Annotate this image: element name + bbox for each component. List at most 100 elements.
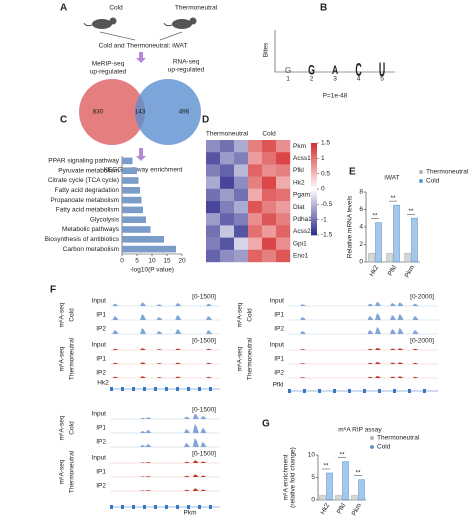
- logo-letter: G: [285, 66, 292, 75]
- x-tick-label: 10: [148, 258, 156, 265]
- x-tick-label: 0: [120, 258, 124, 265]
- arrow: [136, 52, 146, 63]
- colorbar-segment: [311, 191, 317, 194]
- track-signal: [192, 438, 199, 447]
- colorbar-segment: [311, 184, 317, 187]
- bar: [411, 217, 418, 263]
- heat-cell: [206, 237, 221, 250]
- track-signal: [175, 303, 182, 306]
- heat-cell: [262, 188, 277, 202]
- panel-letter: G: [262, 419, 270, 430]
- group-label: Thermoneutral: [69, 337, 76, 380]
- track-signal: [156, 363, 163, 364]
- axis-label: m⁶A enrichment: [283, 454, 290, 500]
- bar: [358, 479, 365, 501]
- track-signal: [390, 315, 396, 320]
- heat-cell: [248, 140, 263, 153]
- bar: [375, 222, 382, 263]
- chart-title: iWAT: [384, 175, 399, 182]
- heat-cell: [262, 249, 277, 263]
- colorbar-segment: [311, 202, 317, 206]
- bar: [326, 472, 333, 501]
- row-label: Eno1: [293, 253, 309, 260]
- track-signal: [390, 376, 396, 378]
- heat-cell: [220, 213, 235, 226]
- exon: [110, 387, 113, 391]
- track-signal: [175, 348, 182, 350]
- heat-cell: [276, 237, 291, 250]
- group-label: Thermoneutral: [69, 450, 76, 493]
- heat-cell: [206, 164, 221, 177]
- heat-cell: [234, 225, 249, 238]
- heat-cell: [276, 164, 291, 177]
- group-label: Thermoneutral: [175, 5, 218, 12]
- heat-cell: [262, 176, 277, 189]
- heat-cell: [220, 201, 235, 214]
- bar: [335, 495, 342, 501]
- track-signal: [397, 302, 404, 306]
- range-label: [0-1500]: [192, 407, 216, 414]
- colorbar-segment: [311, 212, 317, 215]
- colorbar-segment: [311, 152, 317, 155]
- track-signal: [145, 444, 152, 447]
- exon: [121, 505, 124, 509]
- exon: [209, 387, 212, 391]
- colorbar-segment: [311, 198, 317, 201]
- category-label: Glycolysis: [90, 216, 120, 223]
- track-signal: [300, 317, 306, 320]
- heat-cell: [220, 237, 235, 250]
- bar: [122, 157, 133, 165]
- track-signal: [184, 429, 190, 433]
- track-signal: [206, 362, 212, 364]
- track-signal: [112, 330, 119, 334]
- group-label: Cold: [69, 421, 76, 435]
- range-label: [0-1500]: [192, 338, 216, 345]
- heat-cell: [262, 164, 277, 177]
- axis-label: Bites: [263, 42, 270, 57]
- row-label: Pgam1: [293, 192, 314, 199]
- venn-count: 496: [179, 109, 190, 116]
- track-signal: [206, 303, 212, 306]
- exon: [187, 505, 190, 509]
- exon: [165, 505, 168, 509]
- heat-cell: [206, 176, 221, 189]
- assay-label: m⁶A-seq: [237, 346, 244, 371]
- exon: [318, 389, 321, 393]
- track-signal: [390, 362, 396, 364]
- track-signal: [367, 376, 374, 378]
- colorbar-tick-label: 1.5: [321, 140, 330, 147]
- heat-cell: [248, 201, 263, 214]
- exon: [198, 505, 201, 509]
- significance: **: [339, 451, 345, 458]
- venn-count: 830: [93, 109, 104, 116]
- exon: [165, 387, 168, 391]
- significance: **: [390, 195, 396, 202]
- exon: [393, 389, 396, 393]
- heat-cell: [206, 188, 221, 202]
- heat-cell: [262, 237, 277, 250]
- colorbar-tick-label: 0.5: [321, 170, 330, 177]
- track-signal: [390, 348, 396, 350]
- colorbar-segment: [311, 168, 317, 171]
- colorbar-segment: [311, 209, 317, 213]
- track-signal: [112, 348, 119, 350]
- exon: [288, 389, 291, 393]
- axis-label: (relative fold change): [290, 447, 297, 508]
- heat-cell: [220, 188, 235, 202]
- heat-cell: [276, 213, 291, 226]
- set-name: MeRIP-seq: [92, 61, 125, 68]
- track-signal: [184, 489, 190, 491]
- range-label: [0-2000]: [410, 338, 434, 345]
- track-signal: [184, 461, 190, 463]
- track-signal: [140, 328, 146, 334]
- p-value: P=1e-48: [323, 93, 348, 100]
- group-label: Cold: [69, 308, 76, 322]
- bar: [122, 206, 143, 214]
- colorbar-segment: [311, 193, 317, 197]
- bar: [122, 245, 176, 253]
- heat-cell: [248, 213, 263, 226]
- track-signal: [412, 348, 419, 350]
- exon: [121, 387, 124, 391]
- heat-cell: [234, 188, 249, 202]
- track-signal: [175, 329, 182, 334]
